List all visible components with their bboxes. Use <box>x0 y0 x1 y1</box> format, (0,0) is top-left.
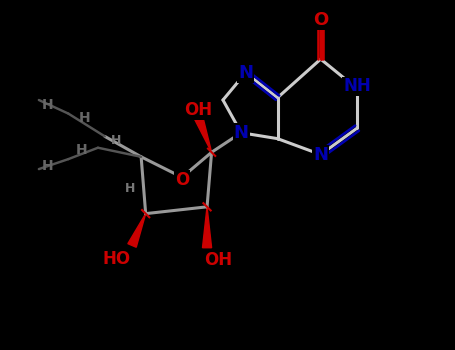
Text: H: H <box>111 134 121 147</box>
Text: N: N <box>313 146 328 163</box>
Polygon shape <box>202 207 212 248</box>
Text: H: H <box>79 111 90 125</box>
Text: H: H <box>125 182 135 195</box>
Text: N: N <box>238 64 253 82</box>
Polygon shape <box>128 214 146 247</box>
Text: N: N <box>233 124 248 142</box>
Text: NH: NH <box>343 77 371 95</box>
Text: OH: OH <box>184 102 212 119</box>
Text: H: H <box>42 159 54 173</box>
Text: OH: OH <box>204 251 233 269</box>
Text: H: H <box>42 98 54 112</box>
Polygon shape <box>194 114 212 152</box>
Text: O: O <box>313 12 329 29</box>
Text: O: O <box>175 170 189 189</box>
Text: HO: HO <box>102 250 130 268</box>
Text: H: H <box>76 143 88 157</box>
